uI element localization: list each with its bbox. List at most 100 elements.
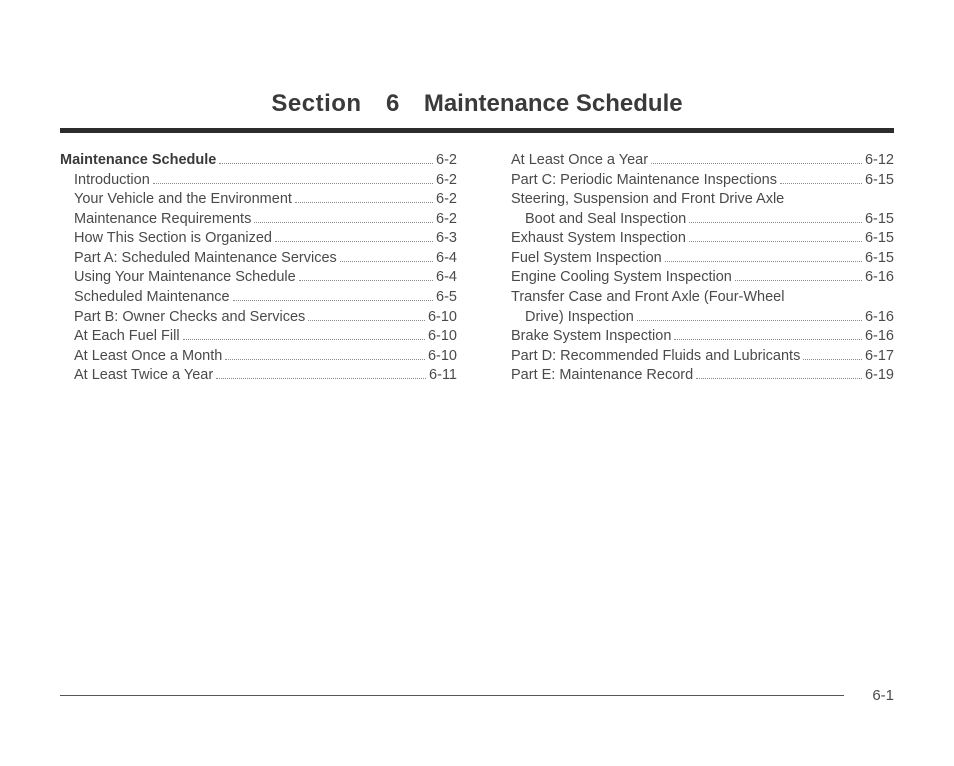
toc-page: 6-10 — [428, 308, 457, 328]
toc-page: 6-2 — [436, 210, 457, 230]
toc-page: 6-4 — [436, 268, 457, 288]
toc-entry: At Each Fuel Fill 6-10 — [60, 327, 457, 347]
toc-label: At Least Once a Month — [74, 347, 222, 367]
section-title: Section 6 Maintenance Schedule — [60, 90, 894, 118]
toc-entry-wrap: Transfer Case and Front Axle (Four-Wheel — [497, 288, 894, 308]
toc-leader-dots — [780, 183, 862, 184]
toc-page: 6-19 — [865, 366, 894, 386]
toc-entry: Your Vehicle and the Environment 6-2 — [60, 190, 457, 210]
toc-leader-dots — [225, 359, 425, 360]
toc-entry: Introduction 6-2 — [60, 171, 457, 191]
toc-label: Part B: Owner Checks and Services — [74, 308, 305, 328]
toc-label: Scheduled Maintenance — [74, 288, 230, 308]
toc-page: 6-11 — [429, 366, 457, 386]
toc-leader-dots — [340, 261, 433, 262]
page-footer: 6-1 — [60, 695, 894, 696]
toc-entry: Part D: Recommended Fluids and Lubricant… — [497, 347, 894, 367]
toc-leader-dots — [803, 359, 862, 360]
toc-page: 6-10 — [428, 347, 457, 367]
toc-leader-dots — [735, 280, 862, 281]
page: Section 6 Maintenance Schedule Maintenan… — [0, 0, 954, 766]
toc-page: 6-15 — [865, 171, 894, 191]
toc-leader-dots — [183, 339, 425, 340]
toc-label: Drive) Inspection — [525, 308, 634, 328]
toc-page: 6-3 — [436, 229, 457, 249]
toc-entry: Maintenance Requirements 6-2 — [60, 210, 457, 230]
toc-label: Your Vehicle and the Environment — [74, 190, 292, 210]
toc-page: 6-16 — [865, 308, 894, 328]
toc-page: 6-4 — [436, 249, 457, 269]
toc-page: 6-15 — [865, 249, 894, 269]
toc-entry: Brake System Inspection 6-16 — [497, 327, 894, 347]
toc-leader-dots — [651, 163, 862, 164]
toc-label: Maintenance Requirements — [74, 210, 251, 230]
toc-entry: Part A: Scheduled Maintenance Services 6-… — [60, 249, 457, 269]
toc-entry: Using Your Maintenance Schedule 6-4 — [60, 268, 457, 288]
toc-entry: Fuel System Inspection 6-15 — [497, 249, 894, 269]
toc-right-column: At Least Once a Year6-12Part C: Periodic… — [497, 151, 894, 386]
toc-label: Maintenance Schedule — [60, 151, 216, 171]
toc-entry: Exhaust System Inspection 6-15 — [497, 229, 894, 249]
toc-leader-dots — [275, 241, 433, 242]
section-word: Section — [271, 90, 361, 117]
toc-label: Transfer Case and Front Axle (Four-Wheel — [511, 288, 784, 308]
toc-label: Part C: Periodic Maintenance Inspections — [511, 171, 777, 191]
toc-entry: How This Section is Organized 6-3 — [60, 229, 457, 249]
toc-page: 6-2 — [436, 171, 457, 191]
toc-entry: At Least Once a Month 6-10 — [60, 347, 457, 367]
toc-leader-dots — [665, 261, 862, 262]
toc-entry: Drive) Inspection 6-16 — [497, 308, 894, 328]
toc-leader-dots — [233, 300, 433, 301]
toc-leader-dots — [637, 320, 862, 321]
toc-label: At Least Twice a Year — [74, 366, 213, 386]
toc-left-column: Maintenance Schedule6-2Introduction6-2Yo… — [60, 151, 457, 386]
toc-entry: Part C: Periodic Maintenance Inspections… — [497, 171, 894, 191]
toc-label: Engine Cooling System Inspection — [511, 268, 732, 288]
toc-leader-dots — [308, 320, 425, 321]
toc-leader-dots — [299, 280, 433, 281]
toc-label: Fuel System Inspection — [511, 249, 662, 269]
toc-leader-dots — [254, 222, 433, 223]
toc-label: How This Section is Organized — [74, 229, 272, 249]
toc-entry: At Least Once a Year6-12 — [497, 151, 894, 171]
toc-leader-dots — [295, 202, 433, 203]
toc-entry: Engine Cooling System Inspection 6-16 — [497, 268, 894, 288]
toc-page: 6-2 — [436, 190, 457, 210]
toc-leader-dots — [696, 378, 862, 379]
toc-label: At Each Fuel Fill — [74, 327, 180, 347]
toc-columns: Maintenance Schedule6-2Introduction6-2Yo… — [60, 151, 894, 386]
toc-label: Using Your Maintenance Schedule — [74, 268, 296, 288]
toc-label: Boot and Seal Inspection — [525, 210, 686, 230]
toc-entry: Scheduled Maintenance 6-5 — [60, 288, 457, 308]
toc-label: Part E: Maintenance Record — [511, 366, 693, 386]
toc-page: 6-17 — [865, 347, 894, 367]
toc-page: 6-10 — [428, 327, 457, 347]
toc-label: Steering, Suspension and Front Drive Axl… — [511, 190, 784, 210]
toc-label: Brake System Inspection — [511, 327, 671, 347]
toc-page: 6-2 — [436, 151, 457, 171]
horizontal-rule — [60, 128, 894, 133]
toc-leader-dots — [219, 163, 433, 164]
toc-page: 6-16 — [865, 268, 894, 288]
toc-entry: Part B: Owner Checks and Services 6-10 — [60, 308, 457, 328]
section-name: Maintenance Schedule — [424, 90, 683, 117]
toc-entry: Part E: Maintenance Record 6-19 — [497, 366, 894, 386]
toc-page: 6-15 — [865, 210, 894, 230]
toc-page: 6-16 — [865, 327, 894, 347]
toc-entry-wrap: Steering, Suspension and Front Drive Axl… — [497, 190, 894, 210]
toc-leader-dots — [674, 339, 862, 340]
toc-label: Introduction — [74, 171, 150, 191]
toc-leader-dots — [689, 222, 862, 223]
toc-label: Part A: Scheduled Maintenance Services — [74, 249, 337, 269]
toc-leader-dots — [216, 378, 426, 379]
toc-leader-dots — [153, 183, 433, 184]
toc-entry: At Least Twice a Year 6-11 — [60, 366, 457, 386]
toc-entry: Boot and Seal Inspection 6-15 — [497, 210, 894, 230]
toc-page: 6-5 — [436, 288, 457, 308]
toc-page: 6-15 — [865, 229, 894, 249]
toc-label: Exhaust System Inspection — [511, 229, 686, 249]
toc-leader-dots — [689, 241, 862, 242]
page-number: 6-1 — [872, 687, 894, 704]
toc-entry: Maintenance Schedule 6-2 — [60, 151, 457, 171]
toc-label: At Least Once a Year — [511, 151, 648, 171]
